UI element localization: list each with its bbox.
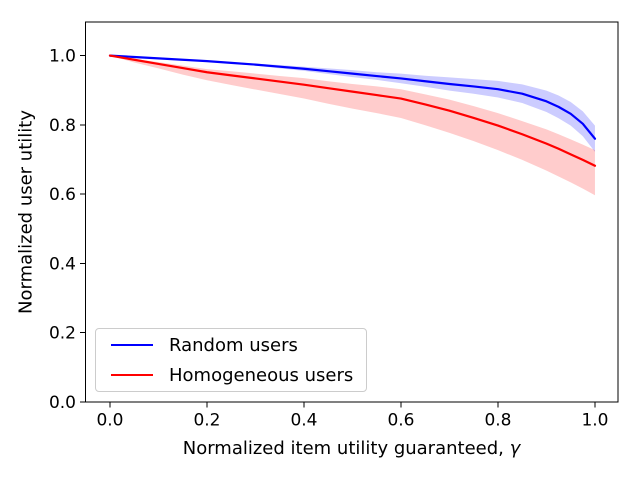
x-axis-label: Normalized item utility guaranteed, γ bbox=[85, 438, 618, 459]
plot-frame bbox=[85, 21, 619, 403]
y-tick-label: 0.4 bbox=[49, 254, 76, 274]
y-axis-label: Normalized user utility bbox=[15, 110, 37, 314]
random-users-band bbox=[109, 55, 595, 152]
x-tick-label: 0.8 bbox=[484, 411, 511, 431]
legend-label-homogeneous-users: Homogeneous users bbox=[169, 364, 354, 386]
x-axis-label-text: Normalized item utility guaranteed, bbox=[182, 438, 510, 459]
y-tick-label: 0.2 bbox=[49, 324, 76, 344]
gamma-symbol: γ bbox=[509, 438, 521, 459]
x-tick-label: 1.0 bbox=[581, 411, 608, 431]
y-tick-label: 0.6 bbox=[49, 185, 76, 205]
x-tick-label: 0.2 bbox=[193, 411, 220, 431]
legend: Random users Homogeneous users bbox=[95, 328, 367, 392]
homogeneous-users-line bbox=[108, 54, 597, 167]
legend-entry-random-users: Random users bbox=[104, 333, 358, 357]
x-tick-label: 0.4 bbox=[290, 411, 317, 431]
random-users-line bbox=[108, 54, 597, 140]
random-users-line-sample bbox=[111, 343, 153, 347]
legend-label-random-users: Random users bbox=[169, 334, 298, 356]
y-tick-label: 1.0 bbox=[49, 47, 76, 67]
legend-entry-homogeneous-users: Homogeneous users bbox=[104, 363, 358, 387]
homogeneous-users-line-sample bbox=[111, 373, 153, 377]
x-tick-label: 0.6 bbox=[387, 411, 414, 431]
y-tick-label: 0.8 bbox=[49, 116, 76, 136]
x-tick-label: 0.0 bbox=[96, 411, 123, 431]
y-tick-label: 0.0 bbox=[49, 393, 76, 413]
